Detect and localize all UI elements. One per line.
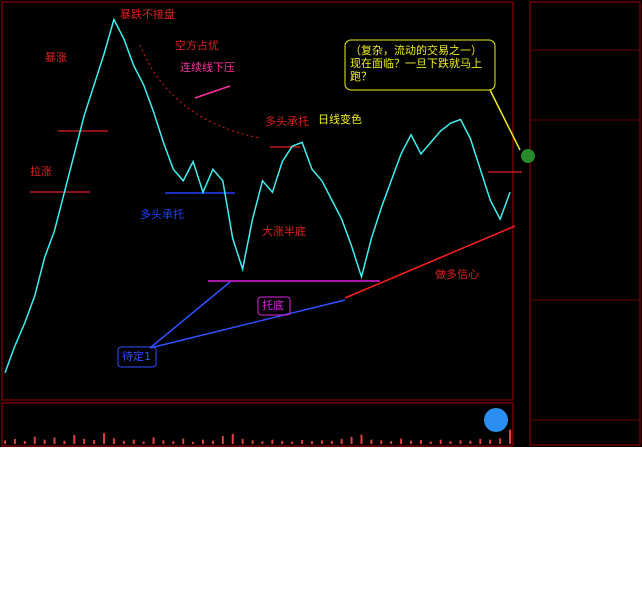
- marker: [484, 408, 508, 432]
- volume-bar: [419, 440, 422, 444]
- price-line: [4, 17, 511, 374]
- volume-bar: [469, 440, 472, 444]
- trend-arrow: [344, 225, 516, 299]
- volume-bar: [93, 440, 96, 444]
- marker: [521, 149, 535, 163]
- volume-bar: [33, 436, 36, 444]
- label-box: [117, 346, 157, 368]
- volume-bar: [350, 436, 353, 444]
- annotation: 托底: [262, 298, 284, 312]
- volume-bar: [340, 438, 343, 444]
- volume-bar: [152, 437, 155, 444]
- volume-bar: [53, 437, 56, 444]
- arrow: [149, 281, 231, 349]
- volume-bar: [499, 438, 502, 444]
- volume-bar: [291, 441, 294, 444]
- volume-bar: [330, 440, 333, 444]
- volume-bar: [439, 439, 442, 444]
- volume-bar: [281, 440, 284, 444]
- annotation: 多头承托: [265, 114, 309, 128]
- volume-bar: [489, 439, 492, 444]
- arrow: [149, 299, 346, 349]
- volume-bar: [301, 440, 304, 444]
- curve: [139, 44, 261, 139]
- annotation: 连续线下压: [180, 60, 235, 74]
- volume-bar: [23, 441, 26, 444]
- volume-bar: [43, 439, 46, 444]
- volume-bar: [4, 440, 6, 444]
- volume-bar: [360, 434, 363, 444]
- volume-bar: [271, 439, 274, 444]
- level-lines: [30, 130, 522, 193]
- annotation: 做多信心: [435, 267, 479, 281]
- quote-panel: [529, 1, 641, 446]
- volume-bar: [73, 435, 76, 444]
- volume-bar: [409, 440, 412, 444]
- label-box: [257, 296, 291, 316]
- volume-bar: [390, 441, 393, 444]
- volume-bar: [112, 438, 115, 444]
- volume-bar: [13, 438, 16, 444]
- annotation: 暴涨: [45, 51, 67, 64]
- volume-bar: [400, 438, 403, 444]
- volume-bar: [202, 439, 205, 444]
- volume-bar: [83, 438, 86, 444]
- annotation: 多头承托: [140, 207, 184, 221]
- volume-bar: [162, 440, 165, 444]
- callout-pointer: [489, 89, 521, 151]
- callout-box: [344, 39, 496, 91]
- volume-bar: [192, 441, 195, 444]
- volume-bar: [172, 441, 175, 444]
- volume-bar: [509, 429, 511, 444]
- volume-bar: [211, 440, 214, 444]
- volume-bar: [370, 439, 373, 444]
- volume-bar: [479, 438, 482, 444]
- annotation: 空方占优: [175, 38, 219, 52]
- quote-rows: [530, 49, 640, 421]
- annotation: 拉涨: [30, 164, 52, 178]
- volume-bar: [221, 436, 224, 444]
- volume-bar: [142, 441, 145, 444]
- volume-bar: [459, 440, 462, 444]
- volume-bar: [63, 440, 66, 444]
- volume-bar: [241, 438, 244, 444]
- volume-bar: [380, 440, 383, 444]
- annotation: 日线变色: [318, 112, 362, 126]
- volume-bar: [310, 441, 313, 444]
- volume-bar: [261, 441, 264, 444]
- arrow: [194, 85, 231, 99]
- volume-panel: [1, 402, 514, 447]
- callout-text: （复杂，流动的交易之一）现在面临？一旦下跌就马上跑？: [350, 44, 482, 83]
- volume-bar: [231, 433, 234, 444]
- volume-bar: [132, 439, 135, 444]
- volume-bar: [103, 433, 106, 444]
- annotation: 待定1: [122, 349, 151, 363]
- callout: （复杂，流动的交易之一）现在面临？一旦下跌就马上跑？: [350, 44, 482, 83]
- volume-bar: [429, 441, 432, 444]
- chart-background: [0, 0, 642, 447]
- annotation: 大涨半底: [262, 224, 306, 238]
- volume-bar: [122, 440, 125, 444]
- volume-bar: [449, 441, 452, 444]
- volume-bar: [251, 440, 254, 444]
- annotation: 暴跌不接盘: [120, 7, 175, 21]
- price-panel: [1, 1, 514, 401]
- volume-bar: [182, 438, 185, 444]
- volume-bar: [320, 440, 323, 444]
